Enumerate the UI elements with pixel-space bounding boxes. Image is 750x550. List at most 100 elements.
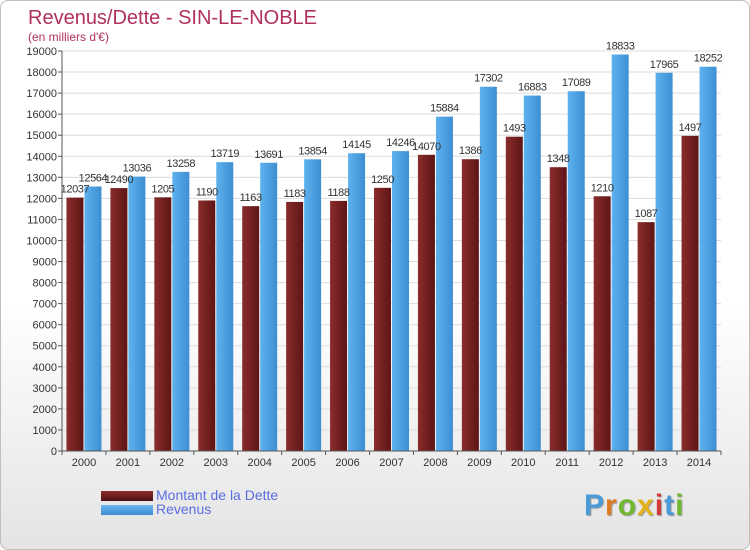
bar-dette-2004: [242, 206, 260, 451]
y-tick-label: 10000: [26, 235, 57, 247]
y-tick-label: 14000: [26, 151, 57, 163]
x-tick-label: 2000: [72, 457, 96, 469]
bars: [66, 54, 717, 452]
value-label-revenus-2010: 16883: [518, 82, 547, 94]
chart-title: Revenus/Dette - SIN-LE-NOBLE: [28, 7, 317, 29]
x-tick-label: 2007: [379, 457, 403, 469]
y-tick-label: 11000: [27, 214, 57, 226]
legend-swatch-dette: [101, 491, 153, 501]
legend-label-dette: Montant de la Dette: [156, 487, 279, 503]
value-label-revenus-2006: 14145: [342, 139, 371, 151]
value-label-revenus-2000: 12564: [79, 172, 108, 184]
y-tick-label: 18000: [26, 67, 57, 79]
logo-letter: r: [605, 489, 618, 522]
value-label-dette-2009: 1386: [459, 145, 482, 157]
y-tick-label: 13000: [26, 172, 57, 184]
bar-dette-2009: [461, 159, 479, 452]
y-tick-label: 5000: [33, 341, 57, 353]
x-tick-label: 2001: [116, 457, 140, 469]
value-label-dette-2008: 14070: [412, 141, 441, 153]
y-tick-label: 15000: [26, 130, 57, 142]
bar-revenus-2009: [479, 86, 497, 451]
bar-dette-2007: [374, 187, 391, 451]
value-label-dette-2006: 1188: [328, 187, 350, 199]
y-tick-label: 7000: [33, 299, 57, 311]
y-tick-label: 19000: [26, 46, 57, 58]
value-label-revenus-2001: 13036: [123, 163, 152, 175]
value-label-dette-2011: 1348: [547, 153, 570, 165]
value-label-dette-2005: 1183: [284, 188, 306, 200]
y-tick-label: 17000: [26, 88, 57, 100]
x-tick-label: 2008: [423, 457, 447, 469]
bar-revenus-2010: [523, 95, 541, 451]
logo-letter: i: [675, 489, 685, 522]
logo-letter: o: [617, 489, 638, 522]
y-tick-label: 12000: [26, 193, 57, 205]
bar-dette-2002: [154, 197, 172, 451]
bar-revenus-2005: [304, 159, 322, 451]
value-label-dette-2003: 1190: [196, 186, 218, 198]
y-tick-label: 3000: [33, 383, 57, 395]
logo-letter: P: [584, 489, 606, 522]
legend-swatch-revenus: [101, 505, 153, 515]
value-label-dette-2010: 1493: [503, 123, 526, 135]
x-tick-label: 2003: [204, 457, 228, 469]
bar-dette-2013: [637, 222, 655, 451]
bar-revenus-2006: [348, 153, 366, 452]
x-tick-label: 2011: [555, 457, 579, 469]
axes: 0 1000 2000 3000 4000 5000 6000 7000 8000 9000 100…: [26, 46, 722, 469]
logo-letter: x: [637, 489, 655, 522]
bar-dette-2001: [110, 188, 128, 452]
logo-letter: t: [664, 489, 676, 522]
value-label-dette-2014: 1497: [679, 122, 702, 134]
value-label-dette-2000: 12037: [61, 184, 90, 196]
x-tick-label: 2010: [511, 457, 535, 469]
legend-label-revenus: Revenus: [156, 501, 212, 517]
value-label-revenus-2002: 13258: [167, 158, 196, 170]
value-label-dette-2001: 12490: [105, 174, 134, 186]
y-tick-label: 0: [51, 446, 57, 458]
bar-revenus-2007: [392, 151, 409, 451]
value-label-revenus-2007: 14246: [386, 137, 415, 149]
bar-revenus-2008: [435, 116, 453, 451]
value-label-dette-2012: 1210: [591, 182, 614, 194]
bar-dette-2006: [330, 200, 348, 451]
y-tick-label: 4000: [33, 362, 57, 374]
bar-revenus-2004: [260, 162, 278, 451]
bar-dette-2000: [66, 197, 84, 451]
bar-revenus-2014: [699, 66, 717, 451]
y-tick-label: 16000: [26, 109, 57, 121]
bar-dette-2005: [286, 201, 304, 451]
proxiti-logo: Proxiti: [584, 489, 684, 523]
y-tick-label: 1000: [33, 425, 57, 437]
x-tick-label: 2006: [335, 457, 359, 469]
value-label-dette-2002: 1205: [151, 183, 174, 195]
y-tick-label: 2000: [33, 404, 57, 416]
value-label-dette-2013: 1087: [635, 208, 658, 220]
x-tick-label: 2012: [599, 457, 623, 469]
bar-dette-2003: [198, 200, 216, 451]
x-tick-label: 2013: [643, 457, 667, 469]
bar-revenus-2002: [172, 171, 190, 451]
value-label-dette-2007: 1250: [371, 174, 394, 186]
x-tick-label: 2014: [687, 457, 711, 469]
bar-revenus-2013: [655, 72, 673, 451]
chart-subtitle: (en milliers d'€): [28, 30, 109, 44]
bar-dette-2012: [593, 196, 611, 451]
y-tick-label: 9000: [33, 257, 57, 269]
value-label-revenus-2012: 18833: [606, 41, 635, 53]
logo-letter: i: [654, 489, 665, 522]
bar-revenus-2000: [84, 186, 102, 451]
bar-revenus-2003: [216, 162, 234, 451]
bar-revenus-2011: [567, 91, 585, 452]
bar-dette-2011: [549, 167, 567, 452]
value-label-revenus-2011: 17089: [562, 77, 591, 89]
bar-dette-2008: [417, 154, 435, 451]
value-label-dette-2004: 1163: [240, 192, 262, 204]
y-tick-label: 6000: [33, 320, 57, 332]
x-tick-label: 2009: [467, 457, 491, 469]
value-label-revenus-2003: 13719: [210, 148, 239, 160]
x-tick-label: 2002: [160, 457, 184, 469]
bar-revenus-2012: [611, 54, 629, 452]
